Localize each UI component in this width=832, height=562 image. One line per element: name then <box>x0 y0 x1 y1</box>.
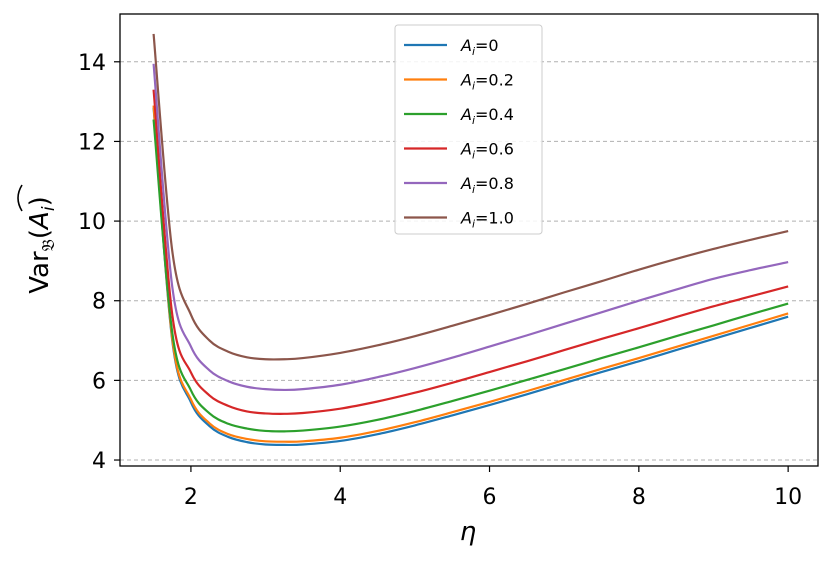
series-line <box>152 105 789 443</box>
plot-frame <box>119 13 819 467</box>
series-line <box>152 89 789 415</box>
y-tick-label: 10 <box>78 210 106 235</box>
y-axis-label: Var𝔅(Ai) <box>17 184 59 294</box>
series-line <box>152 33 789 361</box>
y-tick-label: 6 <box>92 369 106 394</box>
legend-label: Ai=1.0 <box>460 209 514 231</box>
axis-ticks: 4 6 8 10 12 14 2 4 6 8 10 <box>78 51 802 510</box>
y-tick-label: 8 <box>92 290 106 315</box>
y-tick-label: 14 <box>78 51 106 76</box>
x-axis-label: η <box>460 517 476 547</box>
y-tick-label: 12 <box>78 130 106 155</box>
x-tick-label: 10 <box>774 485 802 510</box>
x-tick-label: 8 <box>632 485 646 510</box>
y-axis-label-hat <box>17 184 23 212</box>
x-tick-label: 2 <box>184 485 198 510</box>
x-tick-label: 4 <box>333 485 347 510</box>
grid-lines <box>120 61 818 461</box>
legend: Ai=0 Ai=0.2 Ai=0.4 Ai=0.6 Ai=0.8 Ai=1.0 <box>394 24 543 235</box>
x-tick-label: 6 <box>483 485 497 510</box>
legend-label: Ai=0.6 <box>460 140 514 162</box>
legend-label: Ai=0 <box>460 36 499 58</box>
legend-label: Ai=0.2 <box>460 71 514 93</box>
series-line <box>152 63 789 392</box>
series-line <box>152 119 789 433</box>
series-lines <box>152 33 789 447</box>
legend-label: Ai=0.4 <box>460 105 514 127</box>
legend-box <box>394 24 543 235</box>
legend-entries: Ai=0 Ai=0.2 Ai=0.4 Ai=0.6 Ai=0.8 Ai=1.0 <box>404 36 514 231</box>
series-line <box>152 107 789 447</box>
legend-label: Ai=0.8 <box>460 174 514 196</box>
y-tick-label: 4 <box>92 449 106 474</box>
